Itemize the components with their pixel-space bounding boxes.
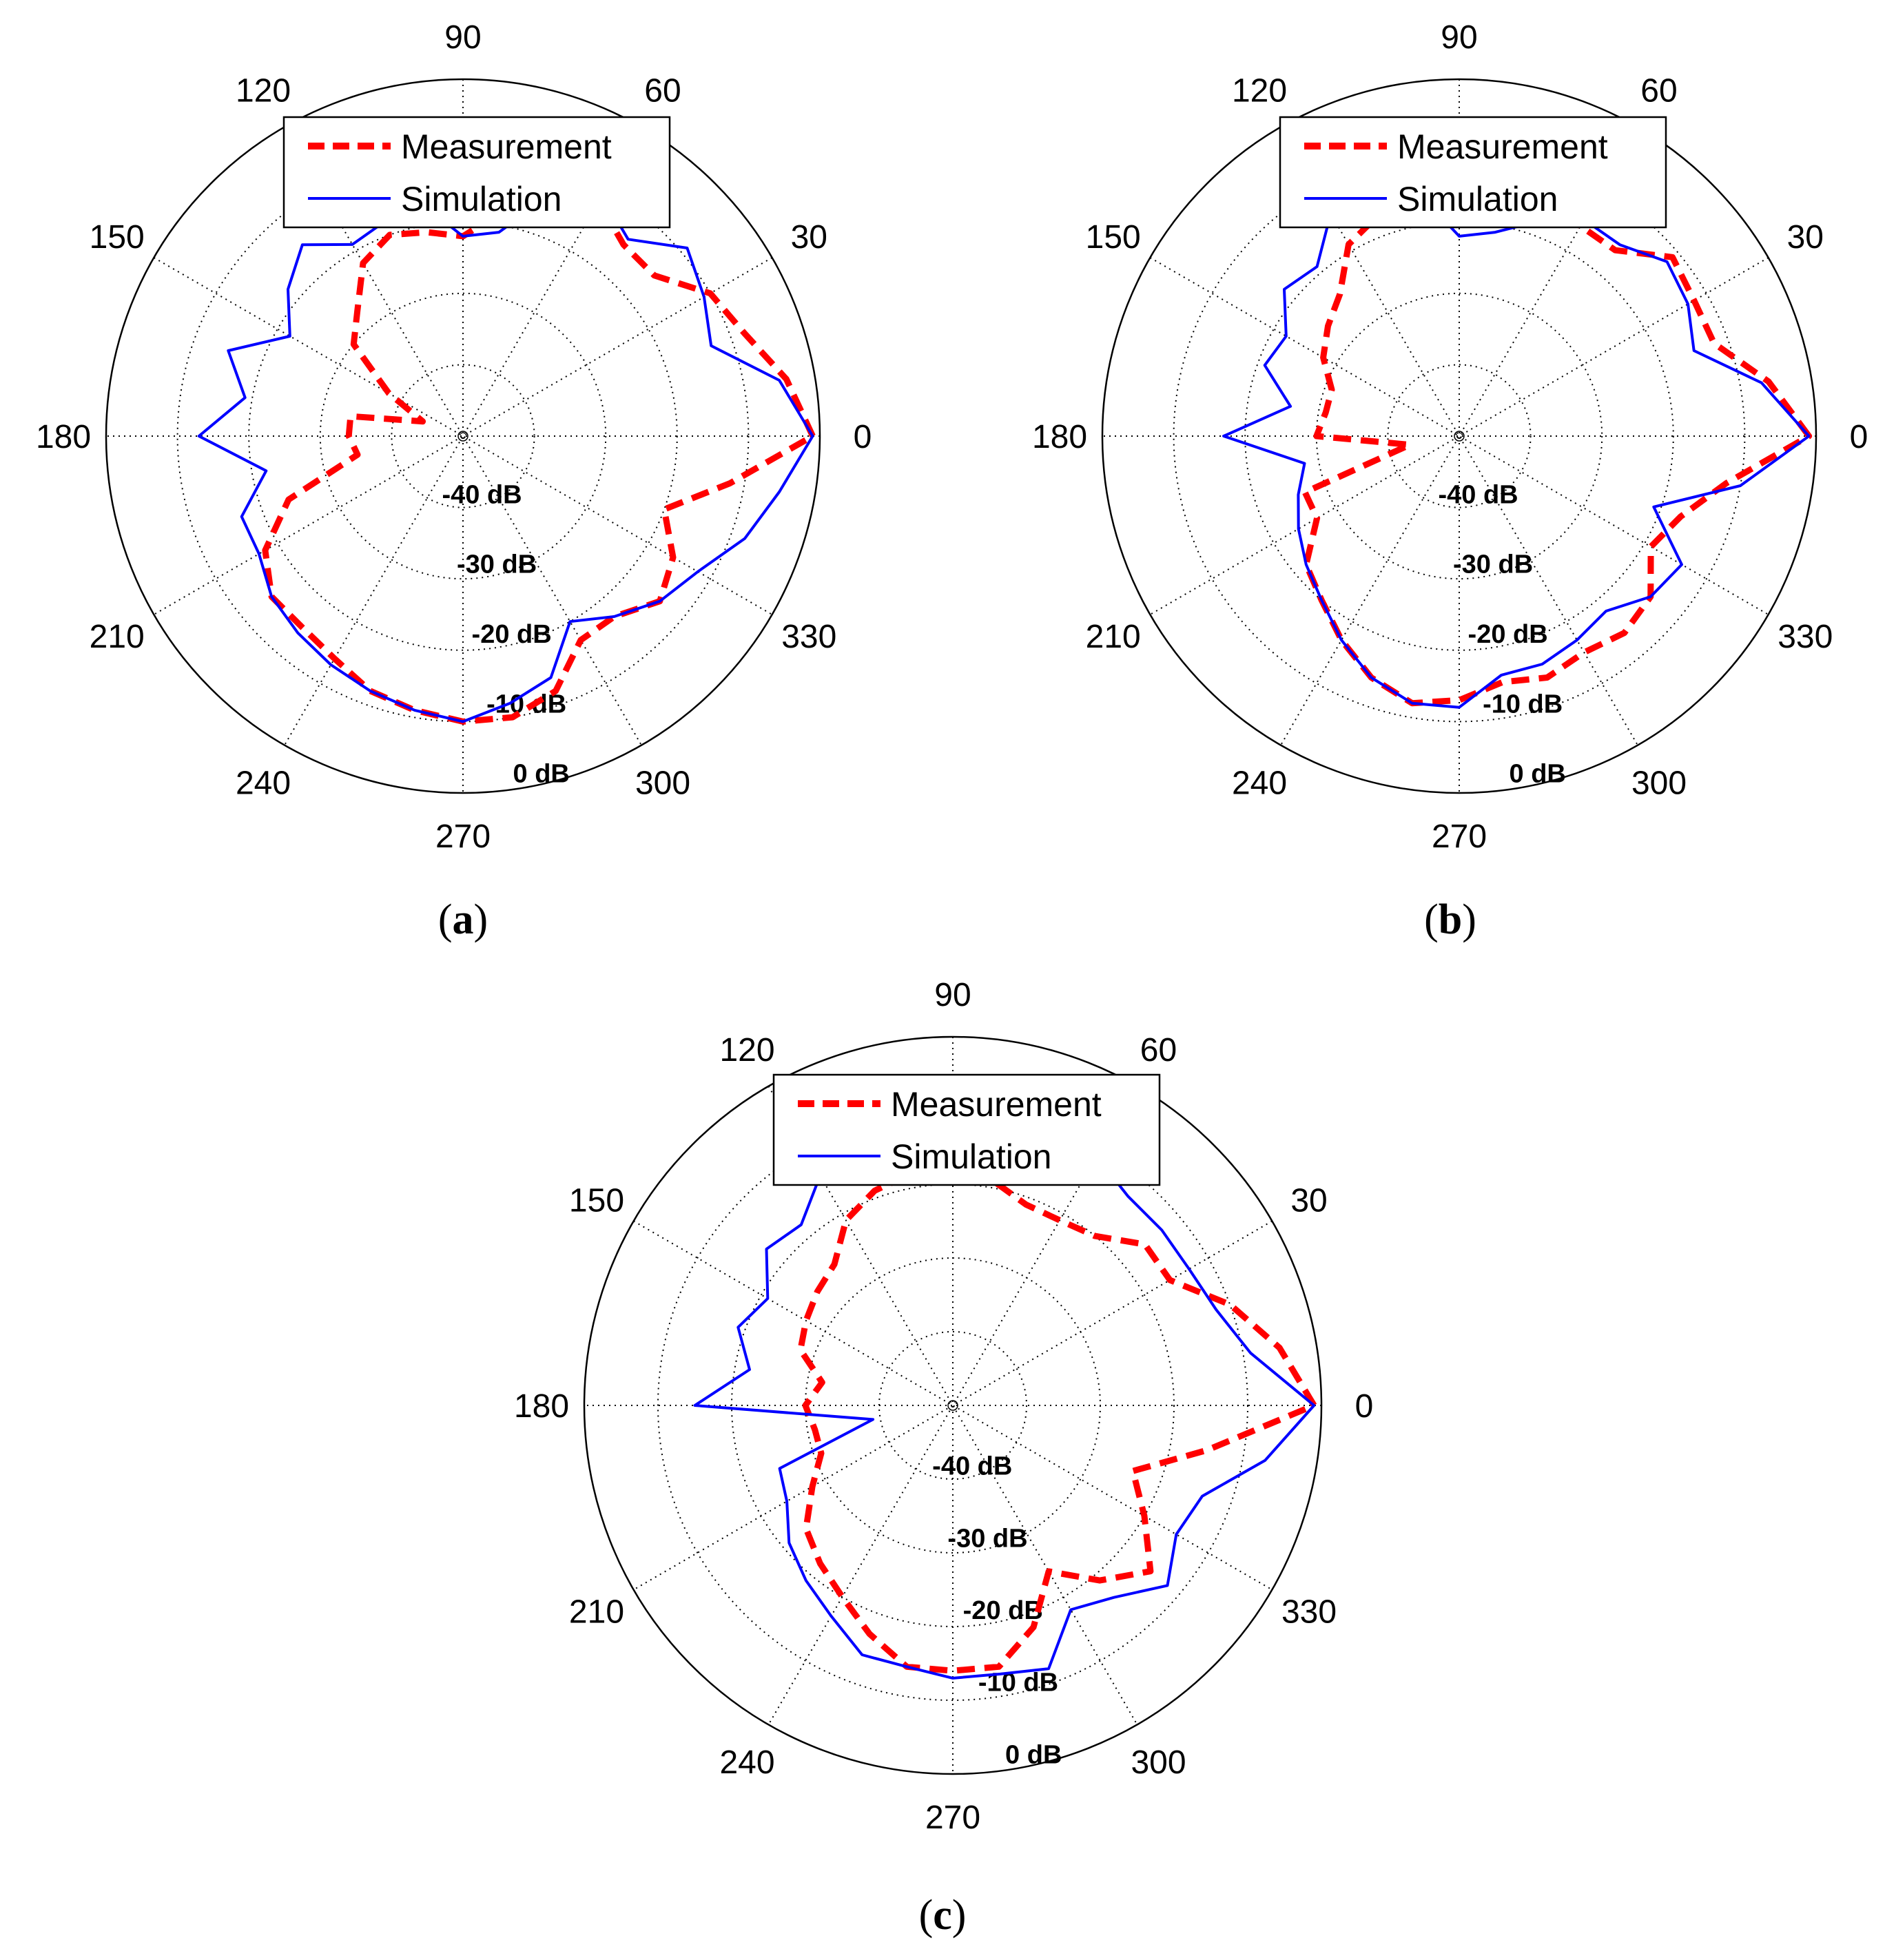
theta-tick-label: 30 [791,219,827,256]
theta-tick-label: 0 [854,419,872,455]
legend-label-measurement: Measurement [401,127,612,166]
r-tick-label: -20 dB [1468,620,1548,649]
theta-tick-label: 0 [1355,1388,1374,1425]
theta-tick-label: 30 [1290,1183,1327,1219]
panel-caption: (b) [1424,896,1476,943]
panel-caption: (a) [438,896,488,943]
theta-tick-label: 150 [1086,219,1141,256]
series-measurement-line [1301,194,1813,707]
r-tick-label: 0 dB [1510,760,1566,789]
theta-tick-label: 150 [569,1183,624,1219]
legend-label-measurement: Measurement [1397,127,1608,166]
r-tick-label: -10 dB [1483,690,1563,719]
theta-tick-label: 240 [1232,765,1287,801]
theta-tick-label: 180 [36,419,91,455]
theta-tick-label: 90 [934,977,971,1013]
theta-tick-label: 150 [90,219,145,256]
theta-tick-label: 120 [236,73,291,110]
legend-label-simulation: Simulation [891,1137,1051,1176]
theta-tick-label: 300 [1131,1744,1186,1781]
grid-ring [1387,364,1532,508]
series-measurement-line [797,1170,1317,1674]
r-tick-label: -20 dB [472,620,552,649]
legend-label-simulation: Simulation [401,180,562,218]
legend-box [1279,116,1667,229]
theta-tick-label: 60 [1140,1032,1177,1069]
theta-tick-label: 240 [719,1744,774,1781]
caption-letter: a [453,896,474,943]
center-marker [947,1400,958,1411]
caption-letter: b [1439,896,1462,943]
theta-tick-label: 90 [444,19,481,56]
r-tick-label: -20 dB [963,1596,1043,1625]
theta-tick-label: 270 [925,1799,980,1836]
caption-close: ) [1462,896,1476,943]
legend-box [282,116,671,229]
r-tick-label: -40 dB [1438,480,1518,509]
r-tick-label: -40 dB [932,1452,1012,1481]
caption-open: ( [1424,896,1439,943]
center-marker [1454,431,1465,442]
polar-chart-c: 0 30 60 90 120 150 180 210 240 270 300 330 -40 dB -30… [514,977,1373,1939]
theta-tick-label: 330 [781,619,836,655]
theta-tick-label: 210 [90,619,145,655]
grid-ring [1315,292,1603,580]
center-marker [457,431,468,442]
theta-tick-label: 300 [635,765,690,801]
theta-tick-label: 270 [435,818,491,855]
caption-close: ) [952,1892,967,1939]
theta-tick-label: 120 [719,1032,774,1069]
grid-ring [319,292,607,580]
theta-tick-label: 30 [1787,219,1824,256]
grid-ring [878,1331,1027,1480]
panel-caption: (c) [919,1892,967,1939]
theta-tick-label: 240 [236,765,291,801]
r-tick-label: -30 dB [1453,550,1533,579]
polar-chart-b: 0 30 60 90 120 150 180 210 240 270 300 330 -40 dB -30… [1032,19,1868,943]
theta-tick-label: 210 [569,1594,624,1631]
caption-open: ( [438,896,453,943]
legend: Measurement Simulation [1279,116,1667,229]
theta-tick-label: 330 [1778,619,1833,655]
theta-tick-label: 120 [1232,73,1287,110]
legend: Measurement Simulation [282,116,671,229]
theta-tick-label: 60 [1640,73,1677,110]
series-measurement-line [262,185,816,725]
theta-tick-label: 210 [1086,619,1141,655]
theta-tick-label: 330 [1281,1594,1337,1631]
theta-tick-label: 180 [514,1388,569,1425]
grid-ring [391,364,535,508]
r-tick-label: -30 dB [947,1524,1027,1553]
legend-label-measurement: Measurement [891,1085,1102,1124]
legend-label-simulation: Simulation [1397,180,1558,218]
caption-open: ( [919,1892,934,1939]
theta-tick-label: 270 [1432,818,1487,855]
legend-box [772,1073,1161,1186]
polar-chart-a: 0 30 60 90 120 150 180 210 240 270 300 330 -40 dB -30… [36,19,872,943]
caption-letter: c [933,1892,952,1939]
theta-tick-label: 0 [1850,419,1868,455]
r-tick-label: -30 dB [457,550,537,579]
r-tick-label: 0 dB [513,760,570,789]
theta-tick-label: 60 [644,73,681,110]
theta-tick-label: 300 [1631,765,1687,801]
r-tick-label: -40 dB [442,480,522,509]
r-tick-label: 0 dB [1005,1740,1062,1769]
theta-tick-label: 90 [1441,19,1477,56]
legend: Measurement Simulation [772,1073,1161,1186]
caption-close: ) [474,896,488,943]
theta-tick-label: 180 [1032,419,1087,455]
